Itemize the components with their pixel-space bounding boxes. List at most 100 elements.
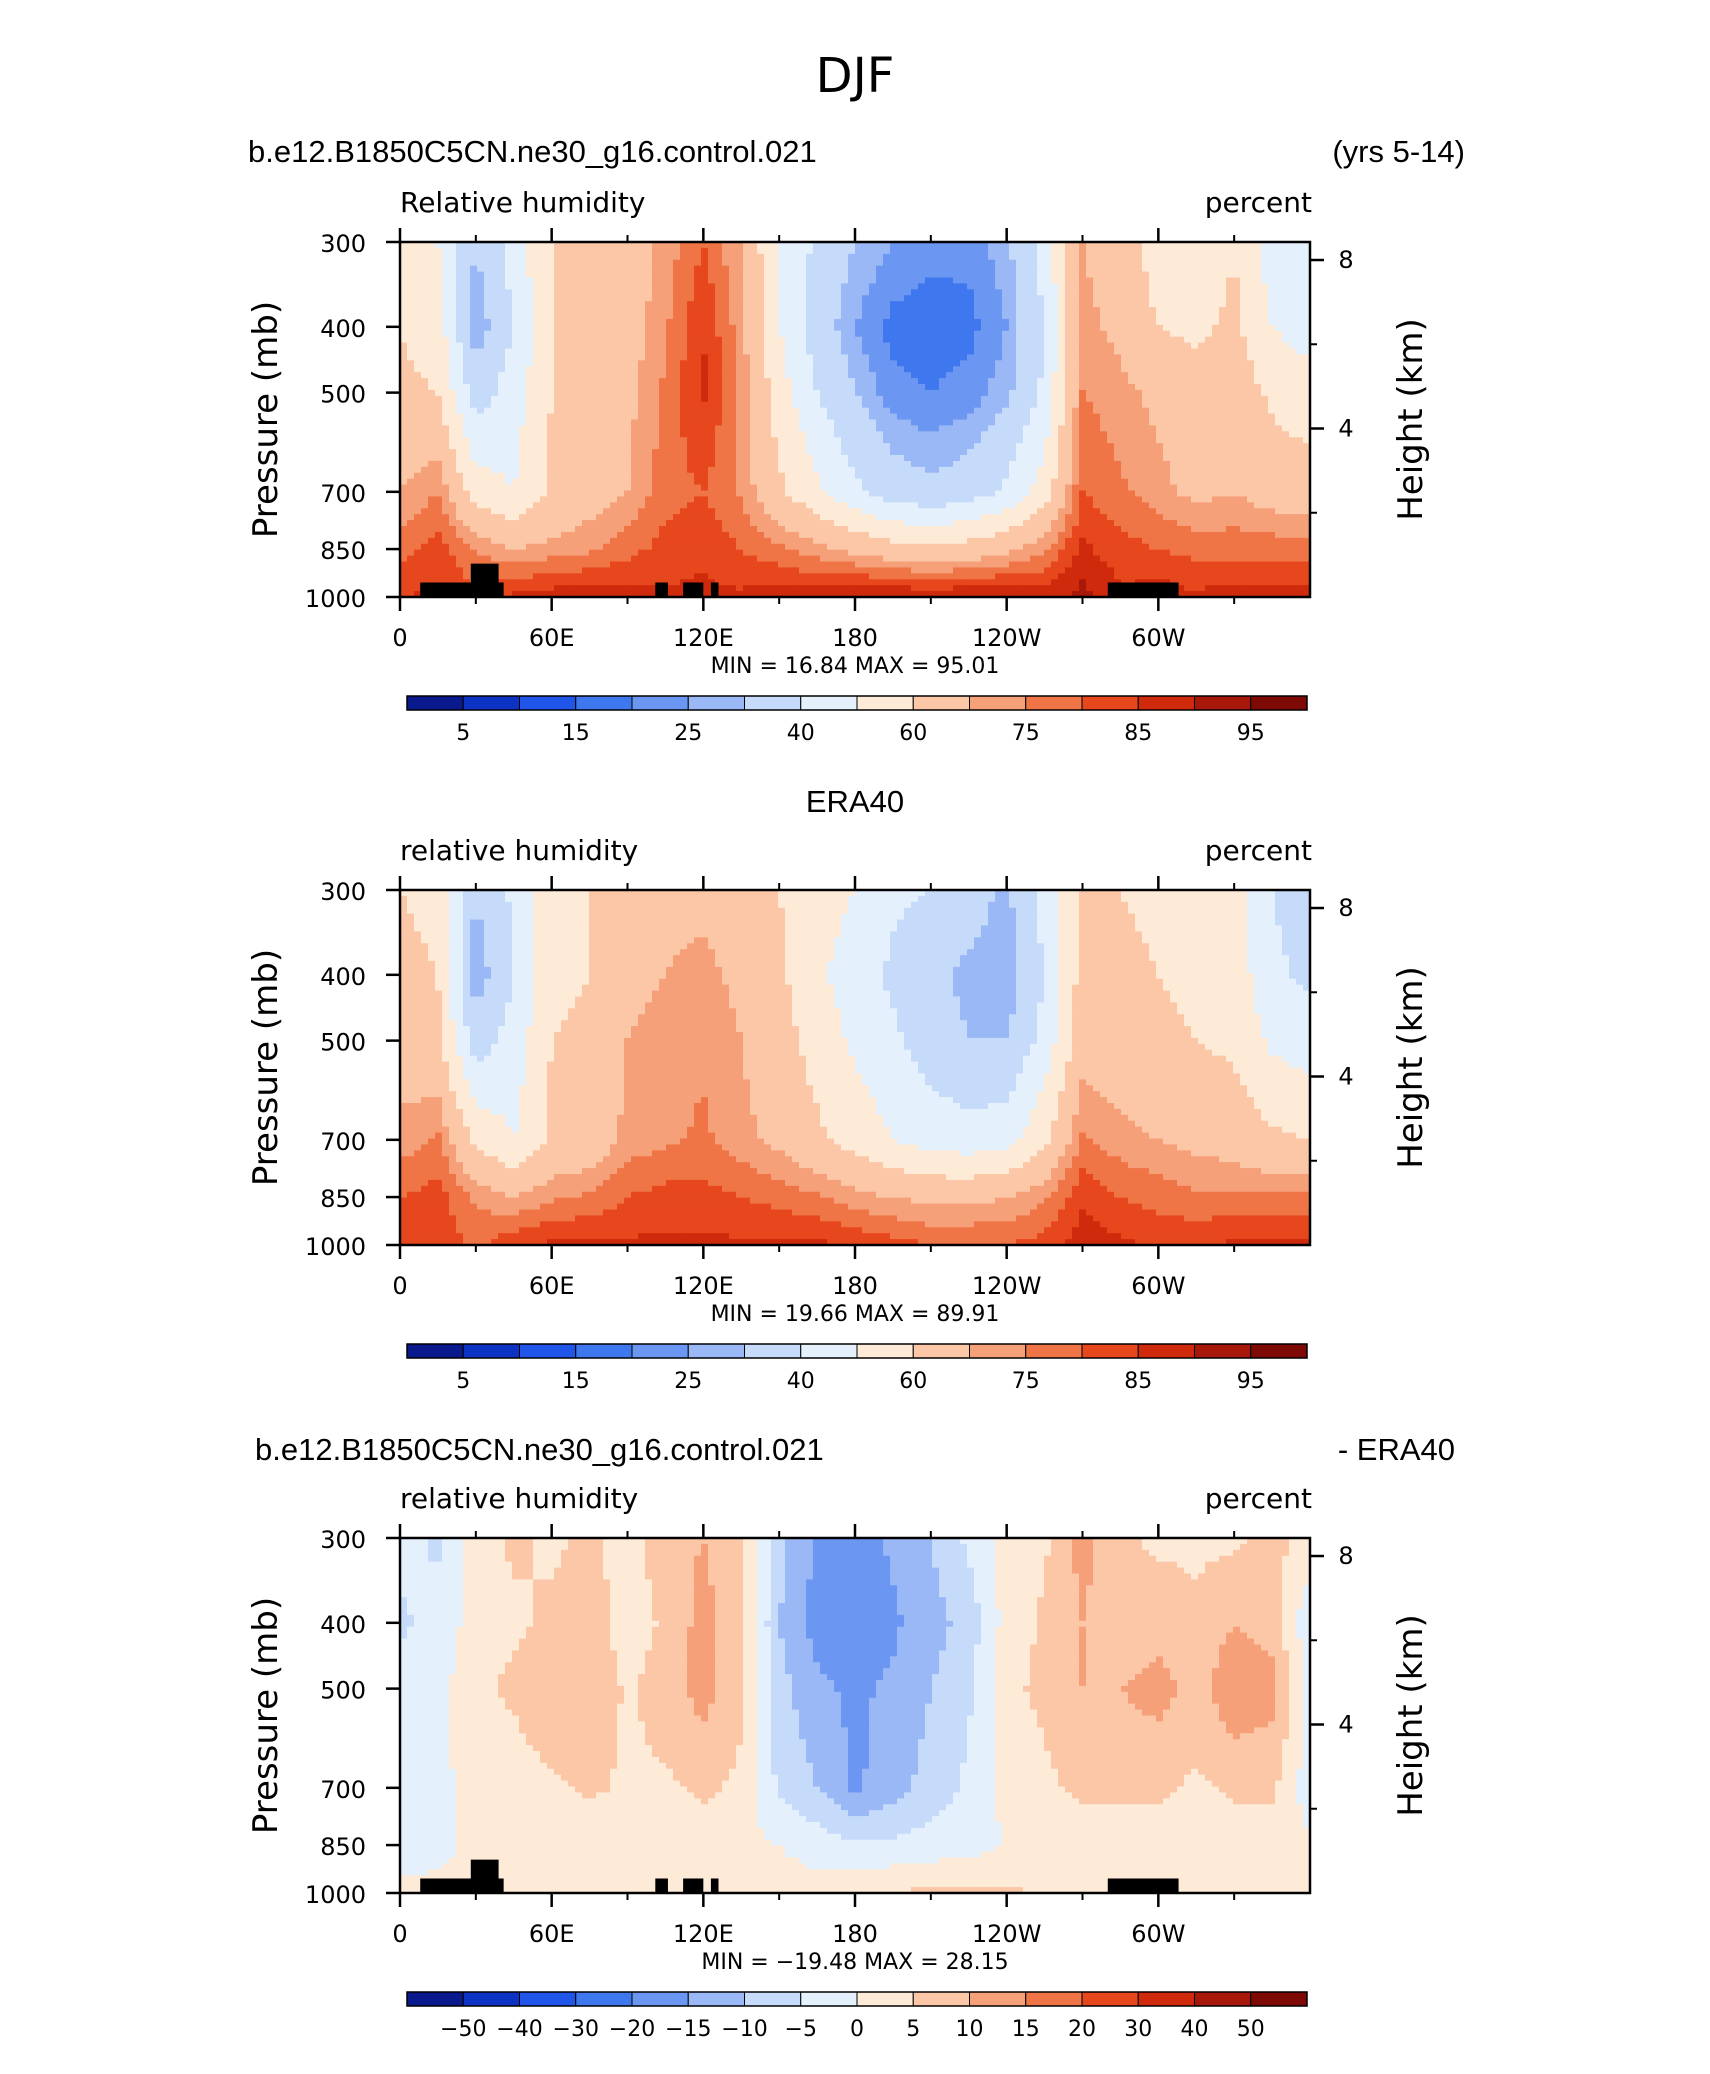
heat-cell	[540, 277, 548, 285]
heat-cell	[785, 419, 793, 427]
heat-cell	[589, 330, 597, 338]
heat-cell	[687, 313, 695, 320]
heat-cell	[715, 395, 723, 403]
heat-cell	[1254, 348, 1262, 356]
heat-cell	[666, 336, 674, 344]
heat-cell	[547, 271, 555, 279]
heat-cell	[610, 437, 618, 444]
heat-cell	[715, 437, 723, 444]
heat-cell	[974, 407, 982, 415]
heat-cell	[470, 330, 478, 338]
heat-cell	[1128, 265, 1136, 273]
heat-cell	[974, 354, 982, 361]
heat-cell	[1051, 437, 1059, 444]
heat-cell	[1205, 413, 1213, 421]
heat-cell	[988, 354, 996, 361]
heat-cell	[701, 449, 709, 456]
heat-cell	[827, 289, 835, 296]
heat-cell	[988, 443, 996, 450]
heat-cell	[1100, 449, 1108, 456]
heat-cell	[1233, 271, 1241, 279]
heat-cell	[995, 389, 1003, 397]
heat-cell	[442, 313, 450, 320]
heat-cell	[1044, 259, 1052, 267]
heat-cell	[603, 431, 611, 438]
heat-cell	[932, 242, 940, 249]
heat-cell	[988, 242, 996, 249]
heat-cell	[715, 271, 723, 279]
heat-cell	[568, 372, 576, 379]
heat-cell	[1254, 307, 1262, 314]
heat-cell	[617, 449, 625, 456]
heat-cell	[491, 360, 499, 367]
heat-cell	[596, 466, 604, 474]
heat-cell	[1030, 437, 1038, 444]
heat-cell	[680, 259, 688, 267]
heat-cell	[1093, 253, 1101, 261]
heat-cell	[463, 431, 471, 438]
heat-cell	[470, 265, 478, 273]
heat-cell	[1051, 271, 1059, 279]
heat-cell	[519, 289, 527, 296]
heat-cell	[561, 259, 569, 267]
heat-cell	[694, 401, 702, 409]
heat-cell	[1296, 384, 1304, 391]
heat-cell	[778, 348, 786, 356]
heat-cell	[1114, 419, 1122, 427]
heat-cell	[512, 318, 520, 326]
heat-cell	[911, 437, 919, 444]
heat-cell	[953, 395, 961, 403]
heat-cell	[904, 449, 912, 456]
heat-cell	[1142, 242, 1150, 249]
heat-cell	[582, 324, 590, 332]
heat-cell	[519, 466, 527, 474]
heat-cell	[981, 271, 989, 279]
heat-cell	[708, 384, 716, 391]
heat-cell	[596, 437, 604, 444]
heat-cell	[652, 401, 660, 409]
heat-cell	[778, 301, 786, 308]
heat-cell	[729, 413, 737, 421]
heat-cell	[1254, 295, 1262, 302]
heat-cell	[617, 389, 625, 397]
heat-cell	[1184, 366, 1192, 373]
heat-cell	[911, 277, 919, 285]
heat-cell	[680, 318, 688, 326]
heat-cell	[1121, 259, 1129, 267]
heat-cell	[1233, 372, 1241, 379]
heat-cell	[645, 419, 653, 427]
heat-cell	[477, 324, 485, 332]
heat-cell	[1268, 443, 1276, 450]
heat-cell	[435, 372, 443, 379]
heat-cell	[1191, 289, 1199, 296]
heat-cell	[1268, 342, 1276, 350]
heat-cell	[1142, 271, 1150, 279]
heat-cell	[1233, 395, 1241, 403]
heat-cell	[953, 389, 961, 397]
heat-cell	[1205, 247, 1213, 255]
heat-cell	[1156, 247, 1164, 255]
heat-cell	[652, 449, 660, 456]
heat-cell	[1079, 307, 1087, 314]
heat-cell	[673, 259, 681, 267]
heat-cell	[540, 384, 548, 391]
heat-cell	[1135, 437, 1143, 444]
heat-cell	[400, 307, 408, 314]
heat-cell	[1037, 318, 1045, 326]
heat-cell	[526, 324, 534, 332]
heat-cell	[442, 247, 450, 255]
heat-cell	[456, 301, 464, 308]
heat-cell	[771, 413, 779, 421]
heat-cell	[435, 360, 443, 367]
heat-cell	[568, 336, 576, 344]
heat-cell	[1009, 253, 1017, 261]
heat-cell	[1296, 277, 1304, 285]
heat-cell	[519, 449, 527, 456]
heat-cell	[1128, 413, 1136, 421]
heat-cell	[484, 466, 492, 474]
heat-cell	[1233, 253, 1241, 261]
heat-cell	[470, 455, 478, 462]
heat-cell	[995, 413, 1003, 421]
heat-cell	[1051, 413, 1059, 421]
heat-cell	[813, 378, 821, 385]
